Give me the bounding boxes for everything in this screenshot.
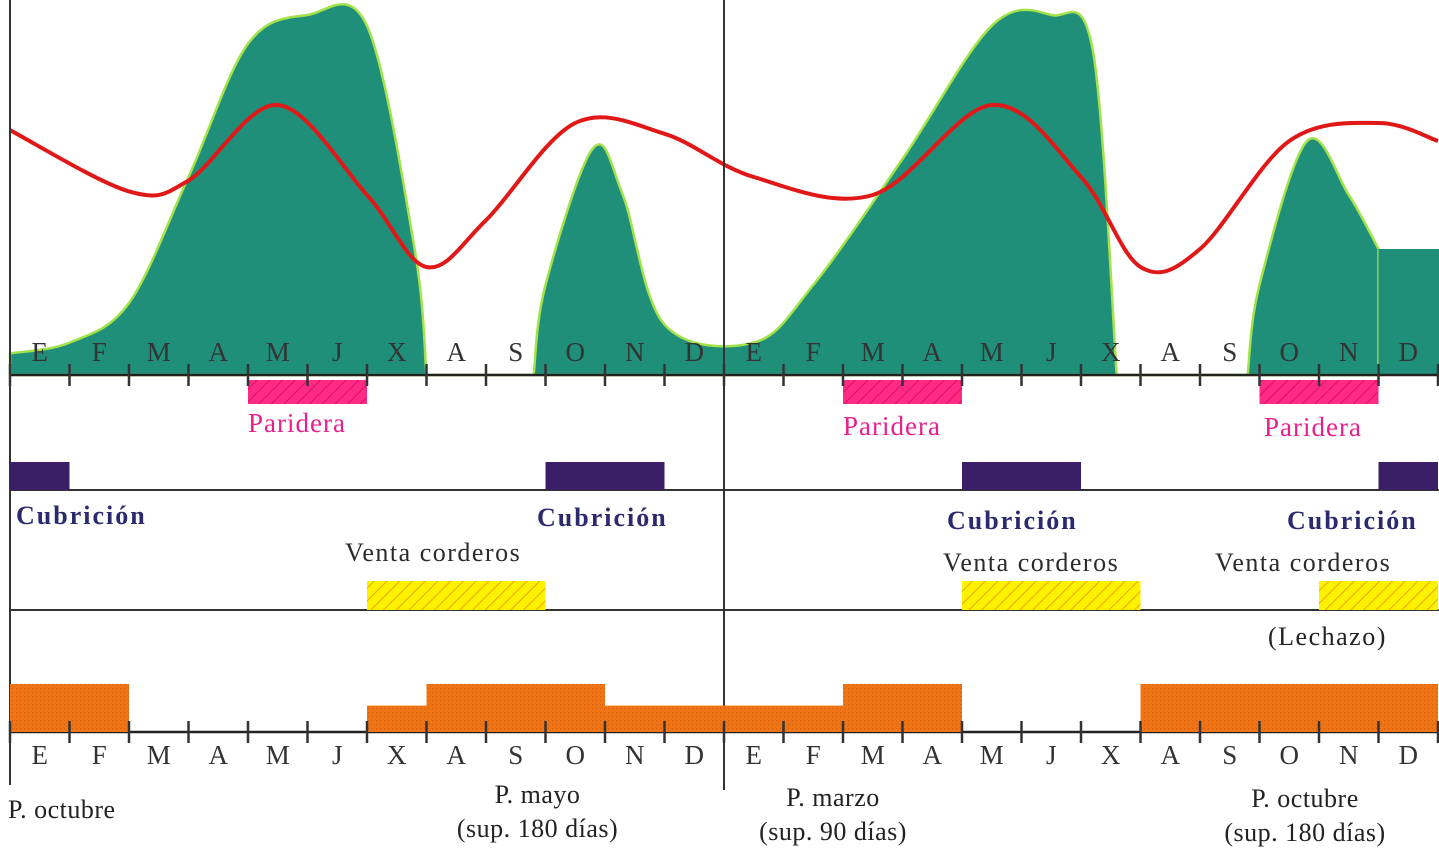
bottom-month-10: O xyxy=(566,740,586,770)
bottom-month-20: A xyxy=(1161,740,1181,770)
grazing-area-3 xyxy=(532,8,1119,377)
top-month-23: N xyxy=(1339,337,1359,367)
bottom-caption-3: P. marzo (sup. 90 días) xyxy=(733,785,933,845)
top-month-4: A xyxy=(209,337,229,367)
bottom-month-22: O xyxy=(1280,740,1300,770)
venta-bar-1 xyxy=(367,581,546,610)
supplement-bar-3 xyxy=(426,684,605,732)
bottom-month-4: A xyxy=(209,740,229,770)
cubricion-label-4: Cubrición xyxy=(1287,506,1418,535)
bottom-month-19: X xyxy=(1101,740,1121,770)
grazing-area-edge xyxy=(1378,249,1439,375)
venta-label-3: Venta corderos xyxy=(1215,548,1392,577)
bottom-caption-4-line1: P. octubre xyxy=(1251,784,1359,813)
top-month-24: D xyxy=(1399,337,1419,367)
bottom-month-16: A xyxy=(923,740,943,770)
bottom-month-21: S xyxy=(1222,740,1237,770)
top-month-9: S xyxy=(508,337,523,367)
bottom-caption-4: P. octubre (sup. 180 días) xyxy=(1195,786,1415,846)
cubricion-bar-3 xyxy=(962,462,1081,490)
cubricion-bar-4 xyxy=(1378,462,1438,490)
top-month-22: O xyxy=(1280,337,1300,367)
cubricion-label-2: Cubrición xyxy=(537,503,668,532)
bottom-month-5: M xyxy=(266,740,290,770)
bottom-caption-2-line1: P. mayo xyxy=(494,780,581,809)
top-month-7: X xyxy=(387,337,407,367)
bottom-caption-3-line2: (sup. 90 días) xyxy=(759,817,907,846)
bottom-caption-3-line1: P. marzo xyxy=(786,783,880,812)
top-month-12: D xyxy=(685,337,705,367)
top-month-2: F xyxy=(92,337,107,367)
cubricion-label-3: Cubrición xyxy=(947,506,1078,535)
paridera-label-3: Paridera xyxy=(1264,412,1362,442)
bottom-month-23: N xyxy=(1339,740,1359,770)
bottom-caption-2: P. mayo (sup. 180 días) xyxy=(430,782,645,842)
top-month-6: J xyxy=(332,337,343,367)
lechazo-label: (Lechazo) xyxy=(1268,622,1387,651)
supplement-bar-6 xyxy=(1140,684,1438,732)
bottom-month-6: J xyxy=(332,740,343,770)
top-month-17: M xyxy=(980,337,1004,367)
bottom-caption-2-line2: (sup. 180 días) xyxy=(456,814,619,843)
bottom-month-12: D xyxy=(685,740,705,770)
venta-label-2: Venta corderos xyxy=(943,548,1120,577)
top-month-14: F xyxy=(806,337,821,367)
bottom-month-15: M xyxy=(861,740,885,770)
top-month-1: E xyxy=(32,337,49,367)
grazing-area-1 xyxy=(8,3,428,377)
bottom-month-3: M xyxy=(147,740,171,770)
top-month-8: A xyxy=(447,337,467,367)
bottom-caption-4-line2: (sup. 180 días) xyxy=(1224,818,1386,847)
bottom-month-14: F xyxy=(806,740,821,770)
top-month-19: X xyxy=(1101,337,1121,367)
paridera-label-2: Paridera xyxy=(843,411,941,441)
bottom-month-2: F xyxy=(92,740,107,770)
bottom-caption-1: P. octubre xyxy=(8,797,116,823)
top-month-18: J xyxy=(1046,337,1057,367)
bottom-month-18: J xyxy=(1046,740,1057,770)
bottom-month-17: M xyxy=(980,740,1004,770)
paridera-label-1: Paridera xyxy=(248,408,346,438)
top-month-16: A xyxy=(923,337,943,367)
bottom-month-1: E xyxy=(32,740,49,770)
cubricion-bar-1 xyxy=(10,462,70,490)
cubricion-label-1: Cubrición xyxy=(16,501,147,530)
venta-bar-2 xyxy=(962,581,1141,610)
top-month-5: M xyxy=(266,337,290,367)
cubricion-bar-2 xyxy=(545,462,665,490)
supplement-bar-2 xyxy=(367,705,427,732)
bottom-month-7: X xyxy=(387,740,407,770)
venta-label-1: Venta corderos xyxy=(345,538,522,567)
bottom-month-24: D xyxy=(1399,740,1419,770)
top-month-20: A xyxy=(1161,337,1181,367)
grazing-area-5 xyxy=(1246,137,1380,377)
top-month-11: N xyxy=(625,337,645,367)
top-month-3: M xyxy=(147,337,171,367)
top-month-13: E xyxy=(746,337,763,367)
bottom-month-9: S xyxy=(508,740,523,770)
top-month-10: O xyxy=(566,337,586,367)
bottom-caption-1-line1: P. octubre xyxy=(8,795,116,824)
requirements-curve xyxy=(9,102,1439,275)
top-month-15: M xyxy=(861,337,885,367)
top-month-21: S xyxy=(1222,337,1237,367)
venta-bar-3 xyxy=(1319,581,1438,610)
bottom-month-8: A xyxy=(447,740,467,770)
bottom-month-13: E xyxy=(746,740,763,770)
bottom-month-11: N xyxy=(625,740,645,770)
